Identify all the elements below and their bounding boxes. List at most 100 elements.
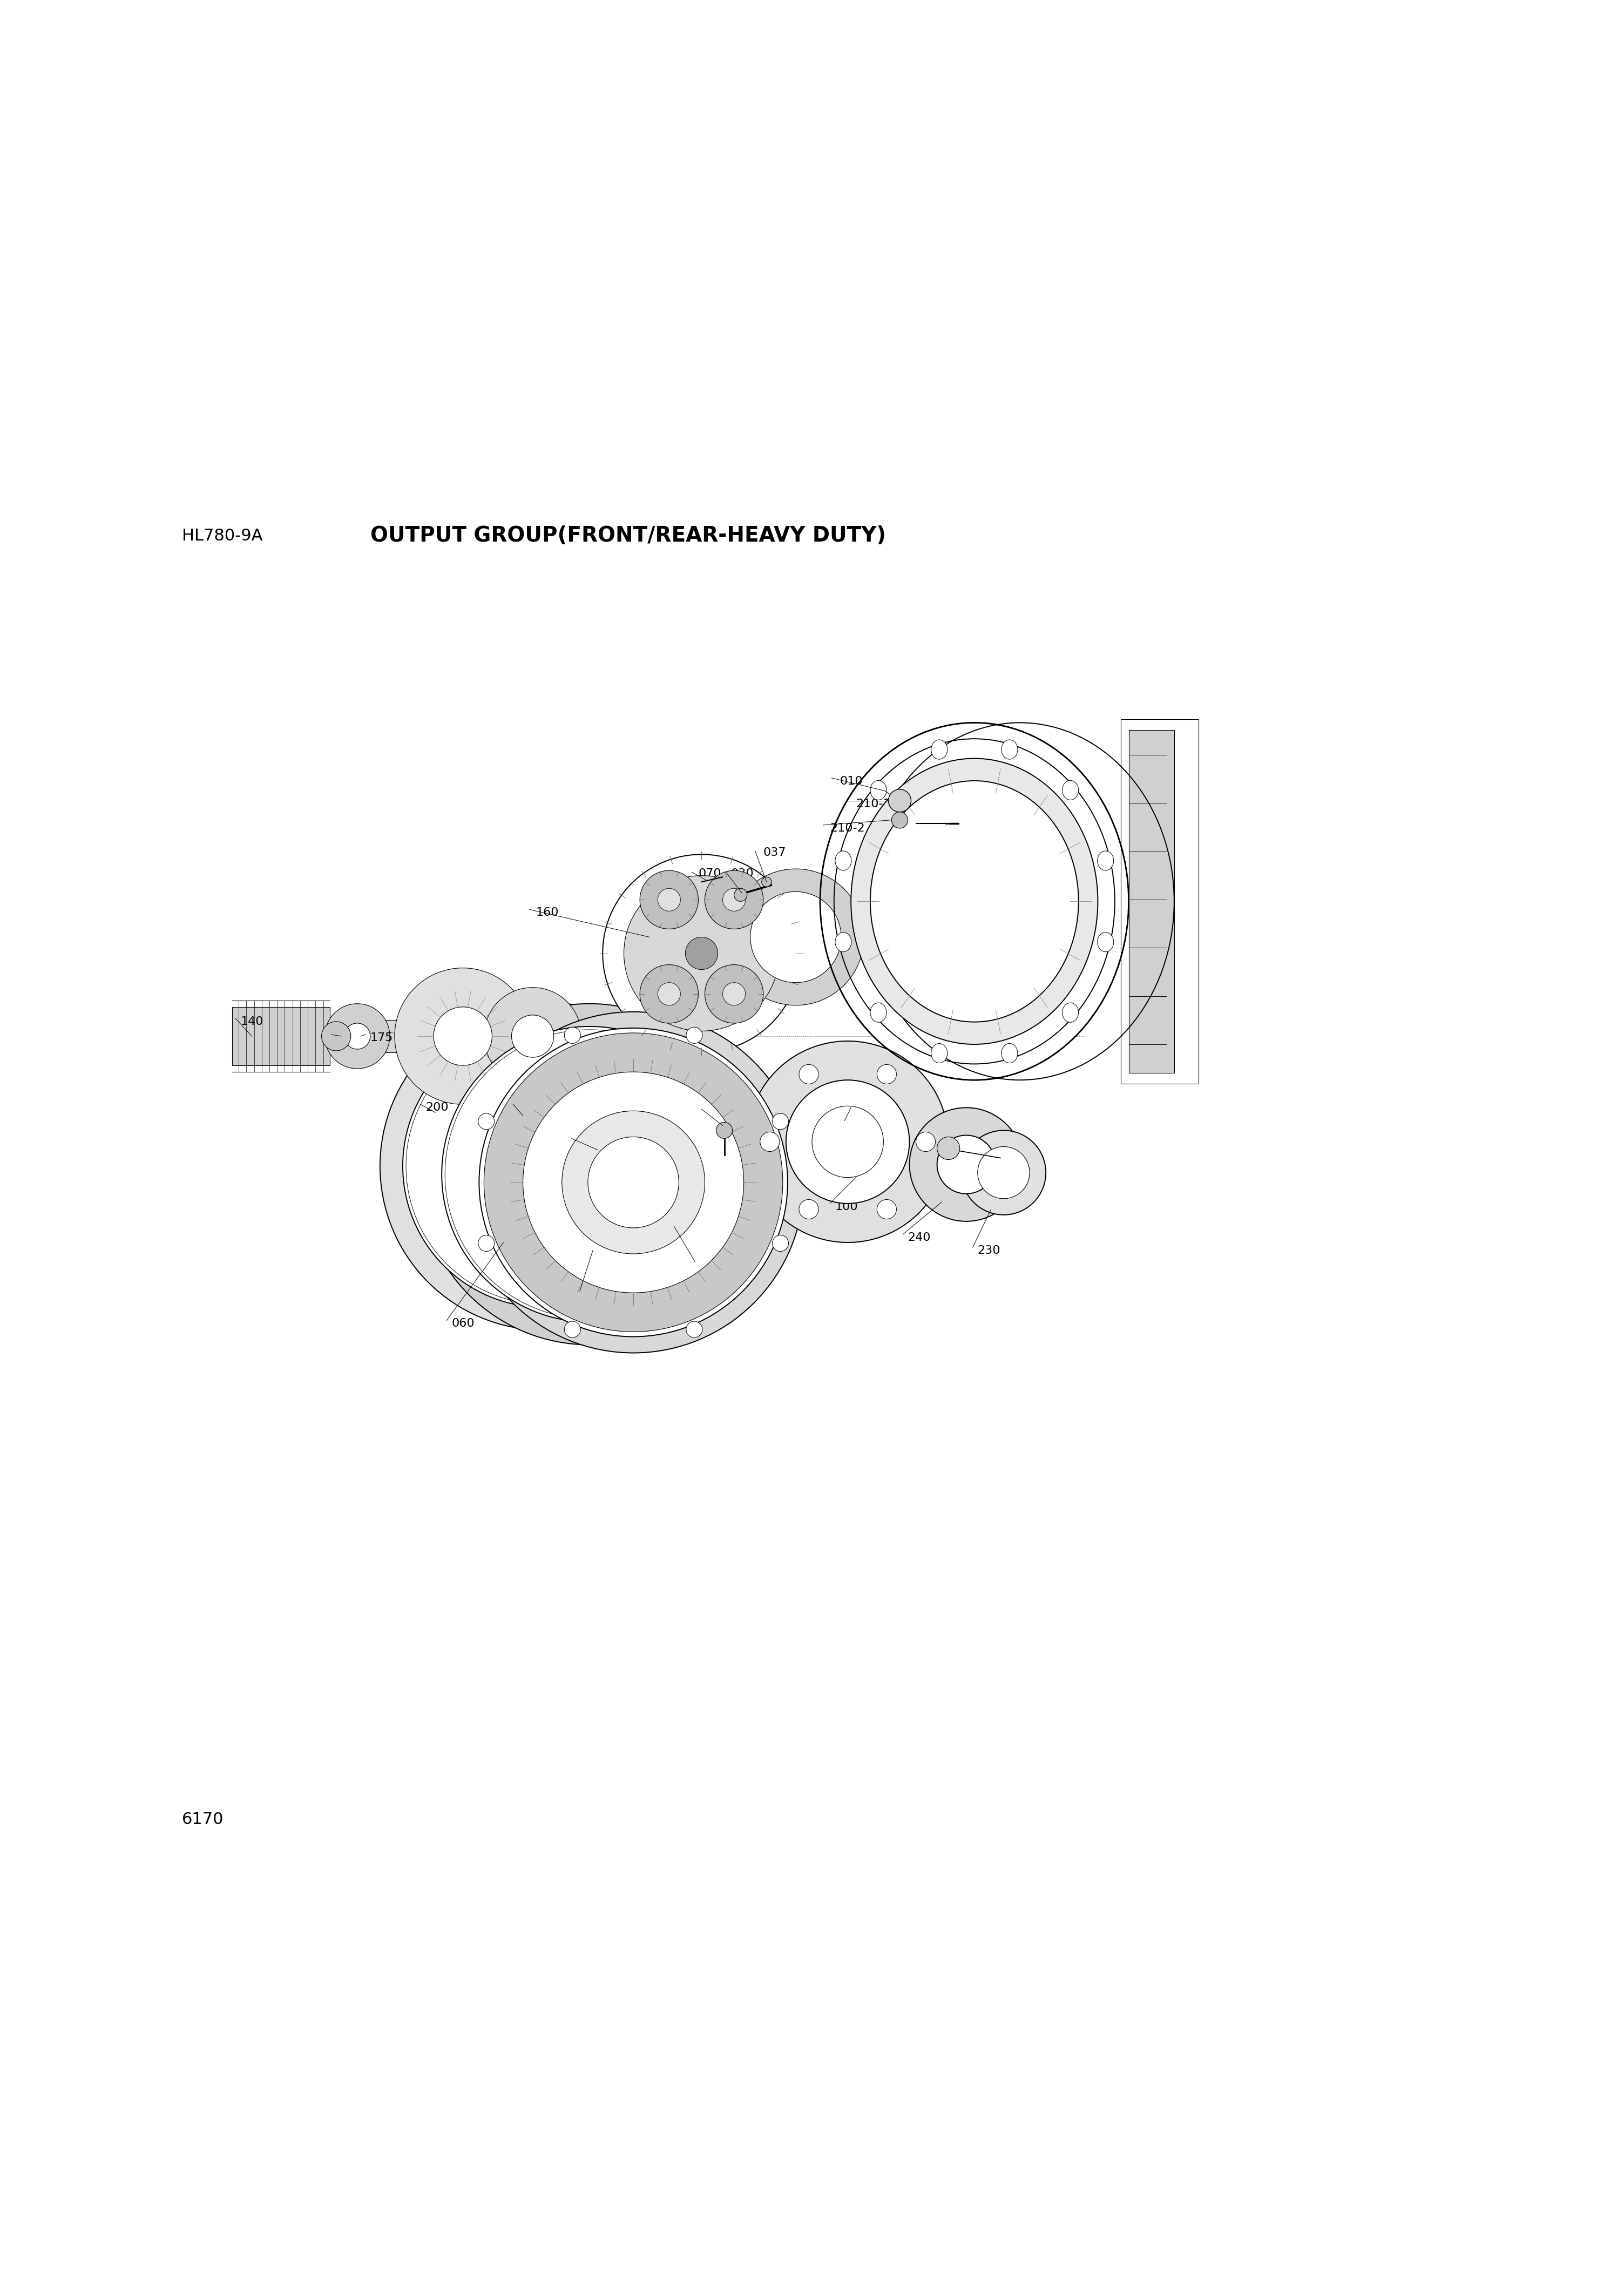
Text: 6170: 6170 bbox=[182, 1811, 224, 1827]
Circle shape bbox=[640, 870, 698, 930]
Text: 070: 070 bbox=[698, 868, 721, 879]
Ellipse shape bbox=[1062, 781, 1078, 799]
Circle shape bbox=[916, 1131, 935, 1152]
Circle shape bbox=[658, 889, 680, 911]
Circle shape bbox=[434, 1008, 492, 1065]
Text: 010: 010 bbox=[840, 776, 862, 785]
Text: 040: 040 bbox=[585, 1289, 607, 1301]
Circle shape bbox=[588, 1136, 679, 1227]
Ellipse shape bbox=[820, 724, 1129, 1081]
Circle shape bbox=[403, 1026, 685, 1308]
FancyBboxPatch shape bbox=[330, 1019, 698, 1053]
Ellipse shape bbox=[931, 1044, 947, 1063]
Circle shape bbox=[978, 1147, 1030, 1198]
Circle shape bbox=[762, 877, 771, 886]
Circle shape bbox=[344, 1024, 370, 1049]
Ellipse shape bbox=[1098, 852, 1114, 870]
Circle shape bbox=[877, 1065, 896, 1083]
Circle shape bbox=[961, 1131, 1046, 1214]
Circle shape bbox=[658, 982, 680, 1005]
Text: 160: 160 bbox=[536, 907, 559, 918]
Circle shape bbox=[705, 870, 763, 930]
FancyBboxPatch shape bbox=[232, 1008, 330, 1065]
Circle shape bbox=[419, 1003, 760, 1344]
Ellipse shape bbox=[603, 854, 801, 1053]
Circle shape bbox=[877, 1200, 896, 1218]
Circle shape bbox=[395, 969, 531, 1104]
Text: 180: 180 bbox=[336, 1033, 359, 1044]
Circle shape bbox=[322, 1021, 351, 1051]
Text: 210-1: 210-1 bbox=[856, 799, 892, 808]
Circle shape bbox=[909, 1108, 1023, 1221]
Circle shape bbox=[442, 1026, 737, 1321]
Circle shape bbox=[479, 1028, 788, 1337]
Circle shape bbox=[937, 1136, 960, 1159]
Ellipse shape bbox=[1062, 1003, 1078, 1021]
Circle shape bbox=[773, 1113, 789, 1129]
Ellipse shape bbox=[624, 875, 780, 1031]
Circle shape bbox=[640, 964, 698, 1024]
Ellipse shape bbox=[835, 932, 851, 953]
Circle shape bbox=[747, 1042, 948, 1243]
Text: 220: 220 bbox=[577, 1136, 599, 1147]
Circle shape bbox=[484, 1033, 783, 1333]
Circle shape bbox=[716, 1122, 732, 1138]
Text: 080: 080 bbox=[700, 1260, 723, 1271]
Circle shape bbox=[937, 1136, 996, 1193]
Circle shape bbox=[477, 1234, 494, 1250]
Ellipse shape bbox=[874, 785, 1075, 1017]
Ellipse shape bbox=[931, 740, 947, 760]
Text: 140: 140 bbox=[240, 1017, 263, 1026]
Circle shape bbox=[484, 987, 581, 1085]
Circle shape bbox=[564, 1028, 580, 1044]
Circle shape bbox=[685, 937, 718, 969]
Circle shape bbox=[760, 1131, 780, 1152]
Circle shape bbox=[564, 1321, 580, 1337]
Circle shape bbox=[728, 868, 864, 1005]
Circle shape bbox=[799, 1200, 818, 1218]
Circle shape bbox=[888, 790, 911, 813]
Text: 110: 110 bbox=[856, 1106, 879, 1115]
Circle shape bbox=[705, 964, 763, 1024]
Circle shape bbox=[562, 1111, 705, 1255]
Text: 225: 225 bbox=[706, 1106, 729, 1118]
Circle shape bbox=[723, 889, 745, 911]
Circle shape bbox=[723, 982, 745, 1005]
Text: 100: 100 bbox=[835, 1202, 857, 1211]
Circle shape bbox=[786, 1081, 909, 1205]
Circle shape bbox=[750, 891, 841, 982]
Text: 175: 175 bbox=[370, 1033, 393, 1044]
Circle shape bbox=[687, 1028, 703, 1044]
Text: 152: 152 bbox=[518, 1101, 541, 1113]
Circle shape bbox=[477, 1113, 494, 1129]
Circle shape bbox=[325, 1003, 390, 1069]
Ellipse shape bbox=[1002, 740, 1018, 760]
FancyBboxPatch shape bbox=[1129, 731, 1174, 1074]
Ellipse shape bbox=[1002, 1044, 1018, 1063]
Text: 210-2: 210-2 bbox=[830, 822, 866, 834]
Circle shape bbox=[812, 1106, 883, 1177]
Ellipse shape bbox=[905, 822, 1044, 982]
Ellipse shape bbox=[835, 852, 851, 870]
Text: 240: 240 bbox=[908, 1232, 931, 1243]
Circle shape bbox=[892, 813, 908, 829]
Circle shape bbox=[512, 1014, 554, 1058]
Text: 030: 030 bbox=[731, 868, 754, 879]
Text: 200: 200 bbox=[425, 1101, 448, 1113]
Text: 037: 037 bbox=[763, 847, 786, 859]
Ellipse shape bbox=[870, 781, 887, 799]
Circle shape bbox=[380, 1003, 708, 1330]
Ellipse shape bbox=[870, 1003, 887, 1021]
Circle shape bbox=[773, 1234, 789, 1250]
Text: 020: 020 bbox=[950, 822, 973, 834]
Circle shape bbox=[523, 1072, 744, 1294]
Ellipse shape bbox=[870, 781, 1078, 1021]
Text: OUTPUT GROUP(FRONT/REAR-HEAVY DUTY): OUTPUT GROUP(FRONT/REAR-HEAVY DUTY) bbox=[370, 527, 887, 547]
Text: 060: 060 bbox=[451, 1319, 474, 1328]
Text: HL780-9A: HL780-9A bbox=[182, 529, 263, 543]
Text: 230: 230 bbox=[978, 1246, 1000, 1255]
Circle shape bbox=[687, 1321, 703, 1337]
Circle shape bbox=[799, 1065, 818, 1083]
Circle shape bbox=[463, 1012, 804, 1353]
Ellipse shape bbox=[1098, 932, 1114, 953]
